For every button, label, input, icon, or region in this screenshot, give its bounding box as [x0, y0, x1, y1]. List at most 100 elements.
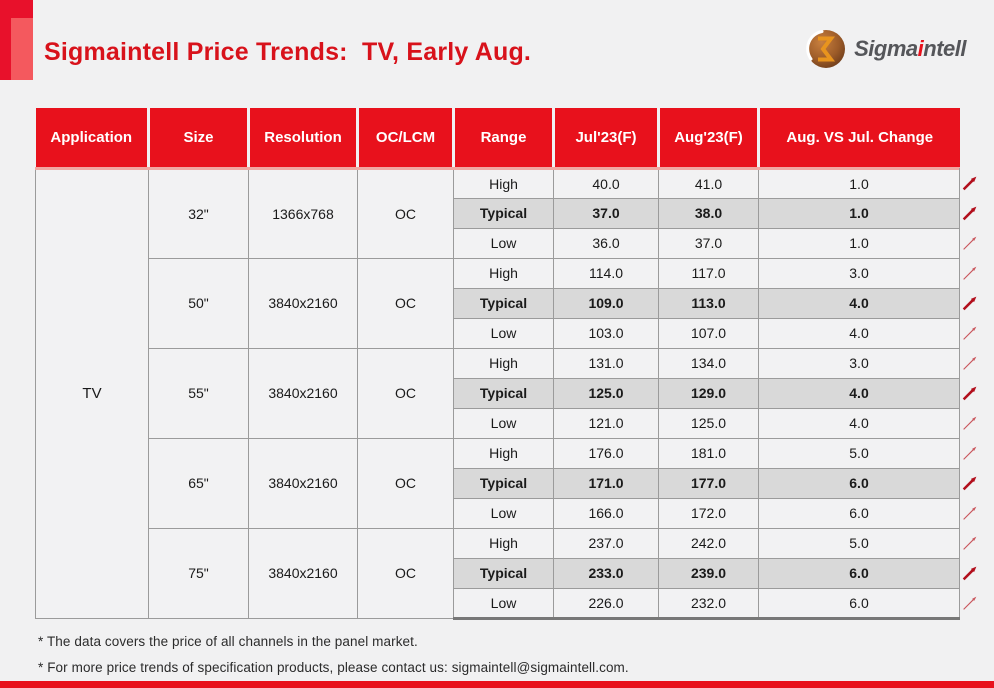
aug-price-cell: 37.0 — [658, 227, 759, 259]
price-table-body: TV 32" 1366x768 OC High 40.0 41.0 1.0 Typical 37.… — [35, 167, 977, 620]
table-row: Typical 125.0 129.0 4.0 — [36, 377, 977, 409]
trend-up-arrow-icon — [963, 506, 977, 520]
application-cell: TV — [35, 167, 149, 619]
oclcm-cell: OC — [357, 167, 454, 259]
size-cell: 50" — [148, 257, 249, 349]
change-cell: 5.0 — [758, 437, 960, 469]
trend-up-arrow-icon — [963, 356, 977, 370]
table-row: Typical 37.0 38.0 1.0 — [36, 197, 977, 229]
logo-text-post: ntell — [923, 36, 966, 61]
resolution-cell: 3840x2160 — [248, 347, 358, 439]
trend-up-arrow-icon — [963, 326, 977, 340]
change-cell: 1.0 — [758, 167, 960, 199]
jul-price-cell: 103.0 — [553, 317, 659, 349]
table-row: 75" 3840x2160 OC High 237.0 242.0 5.0 — [36, 527, 977, 619]
table-row: 50" 3840x2160 OC High 114.0 117.0 3.0 — [36, 257, 977, 349]
oclcm-cell: OC — [357, 347, 454, 439]
jul-price-cell: 36.0 — [553, 227, 659, 259]
col-header-application: Application — [35, 108, 150, 170]
jul-price-cell: 121.0 — [553, 407, 659, 439]
sigmaintell-logo-icon — [806, 30, 846, 68]
col-header-resolution: Resolution — [247, 108, 359, 170]
col-header-change: Aug. VS Jul. Change — [757, 108, 960, 170]
footnote-1: * The data covers the price of all chann… — [38, 634, 418, 649]
change-cell: 6.0 — [758, 497, 960, 529]
aug-price-cell: 181.0 — [658, 437, 759, 469]
footnote-2: * For more price trends of specification… — [38, 660, 629, 675]
change-cell: 4.0 — [758, 407, 960, 439]
top-left-accent-light — [11, 18, 33, 80]
oclcm-cell: OC — [357, 257, 454, 349]
price-table: Application Size Resolution OC/LCM Range… — [35, 108, 977, 620]
change-cell: 4.0 — [758, 287, 960, 319]
range-cell: Low — [453, 407, 554, 439]
trend-up-arrow-icon — [962, 386, 977, 401]
bottom-red-bar — [0, 681, 994, 688]
jul-price-cell: 226.0 — [553, 587, 659, 620]
page-title: Sigmaintell Price Trends: TV, Early Aug. — [44, 38, 532, 66]
aug-price-cell: 129.0 — [658, 377, 759, 409]
trend-up-arrow-icon — [963, 266, 977, 280]
table-row: Low 36.0 37.0 1.0 — [36, 227, 977, 259]
resolution-cell: 3840x2160 — [248, 257, 358, 349]
trend-up-arrow-icon — [962, 296, 977, 311]
change-cell: 1.0 — [758, 197, 960, 229]
change-cell: 4.0 — [758, 377, 960, 409]
change-cell: 1.0 — [758, 227, 960, 259]
aug-price-cell: 117.0 — [658, 257, 759, 289]
table-row: Low 121.0 125.0 4.0 — [36, 407, 977, 439]
change-cell: 5.0 — [758, 527, 960, 559]
trend-up-arrow-icon — [963, 416, 977, 430]
aug-price-cell: 125.0 — [658, 407, 759, 439]
size-cell: 75" — [148, 527, 249, 619]
jul-price-cell: 40.0 — [553, 167, 659, 199]
size-cell: 55" — [148, 347, 249, 439]
change-cell: 6.0 — [758, 467, 960, 499]
header-row: Application Size Resolution OC/LCM Range… — [35, 108, 960, 170]
footnotes: * The data covers the price of all chann… — [38, 634, 629, 686]
jul-price-cell: 176.0 — [553, 437, 659, 469]
jul-price-cell: 109.0 — [553, 287, 659, 319]
range-cell: Typical — [453, 377, 554, 409]
table-row: Typical 233.0 239.0 6.0 — [36, 557, 977, 589]
aug-price-cell: 41.0 — [658, 167, 759, 199]
aug-price-cell: 177.0 — [658, 467, 759, 499]
table-row: TV 32" 1366x768 OC High 40.0 41.0 1.0 — [35, 167, 977, 619]
trend-up-arrow-icon — [962, 566, 977, 581]
range-cell: Low — [453, 587, 554, 620]
table-row: Low 226.0 232.0 6.0 — [36, 587, 977, 620]
range-cell: Typical — [453, 197, 554, 229]
resolution-cell: 3840x2160 — [248, 437, 358, 529]
range-cell: High — [453, 347, 554, 379]
jul-price-cell: 237.0 — [553, 527, 659, 559]
trend-up-arrow-icon — [962, 176, 977, 191]
range-cell: High — [453, 437, 554, 469]
size-cell: 65" — [148, 437, 249, 529]
resolution-cell: 3840x2160 — [248, 527, 358, 619]
change-cell: 6.0 — [758, 587, 960, 620]
col-header-aug23: Aug'23(F) — [657, 108, 760, 170]
range-cell: Low — [453, 227, 554, 259]
trend-up-arrow-icon — [963, 236, 977, 250]
jul-price-cell: 171.0 — [553, 467, 659, 499]
price-table-header: Application Size Resolution OC/LCM Range… — [35, 108, 960, 170]
jul-price-cell: 131.0 — [553, 347, 659, 379]
trend-up-arrow-icon — [963, 596, 977, 610]
range-cell: High — [453, 167, 554, 199]
size-cell: 32" — [148, 167, 249, 259]
table-row: Typical 109.0 113.0 4.0 — [36, 287, 977, 319]
range-cell: High — [453, 257, 554, 289]
jul-price-cell: 125.0 — [553, 377, 659, 409]
col-header-jul23: Jul'23(F) — [552, 108, 660, 170]
col-header-range: Range — [452, 108, 555, 170]
table-row: Typical 171.0 177.0 6.0 — [36, 467, 977, 499]
change-cell: 3.0 — [758, 257, 960, 289]
trend-up-arrow-icon — [963, 536, 977, 550]
range-cell: Typical — [453, 557, 554, 589]
aug-price-cell: 38.0 — [658, 197, 759, 229]
resolution-cell: 1366x768 — [248, 167, 358, 259]
trend-up-arrow-icon — [962, 476, 977, 491]
jul-price-cell: 233.0 — [553, 557, 659, 589]
change-cell: 6.0 — [758, 557, 960, 589]
